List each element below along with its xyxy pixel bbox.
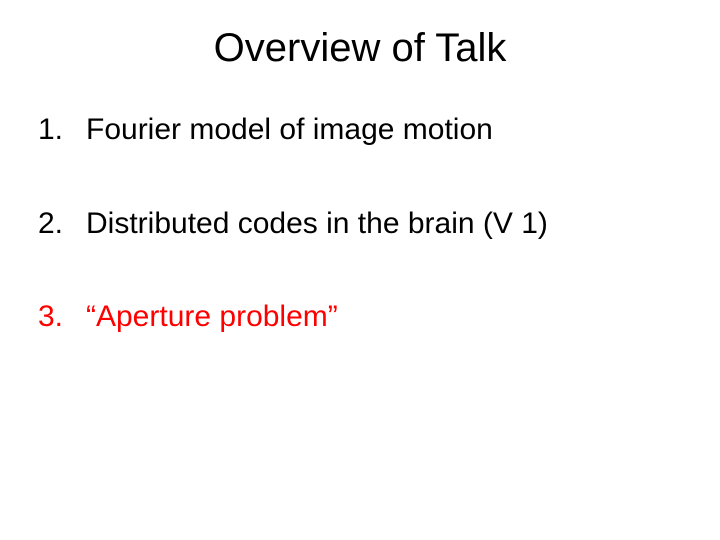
item-text: Fourier model of image motion bbox=[86, 111, 680, 149]
item-text: “Aperture problem” bbox=[86, 298, 680, 336]
item-number: 1. bbox=[38, 111, 86, 149]
list-item: 1. Fourier model of image motion bbox=[38, 111, 680, 149]
item-number: 2. bbox=[38, 205, 86, 243]
item-number: 3. bbox=[38, 298, 86, 336]
slide-body: 1. Fourier model of image motion 2. Dist… bbox=[0, 71, 720, 336]
item-text: Distributed codes in the brain (V 1) bbox=[86, 205, 680, 243]
slide-title: Overview of Talk bbox=[0, 0, 720, 71]
list-item: 3. “Aperture problem” bbox=[38, 298, 680, 336]
list-item: 2. Distributed codes in the brain (V 1) bbox=[38, 205, 680, 243]
slide: Overview of Talk 1. Fourier model of ima… bbox=[0, 0, 720, 540]
